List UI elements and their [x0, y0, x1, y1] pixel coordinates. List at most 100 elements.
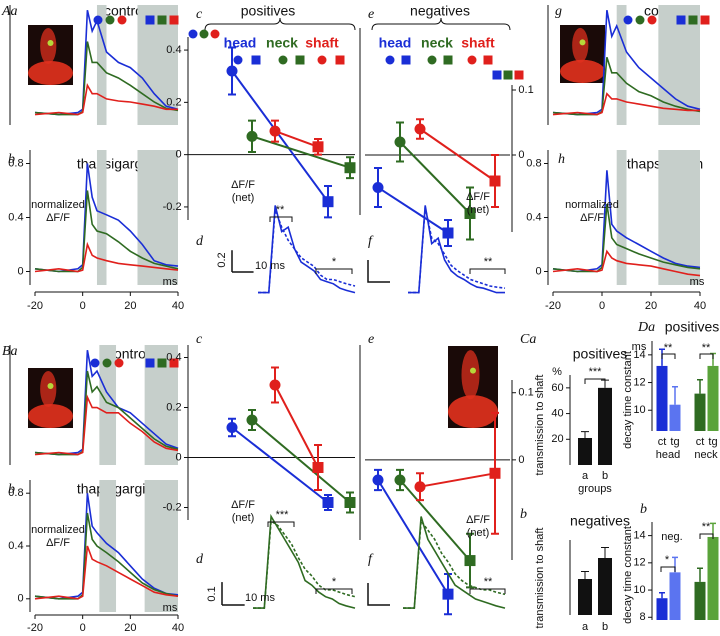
brace: [204, 17, 356, 31]
y-axis-label: (net): [232, 192, 255, 204]
scale-bar-label: 10 ms: [245, 592, 275, 604]
panel-label: h: [558, 152, 565, 167]
annotation: **: [484, 256, 493, 268]
y-tick-label: 12: [633, 557, 645, 569]
point: [489, 467, 501, 479]
point: [226, 422, 238, 433]
legend-marker: [117, 15, 127, 25]
bar: [598, 558, 612, 615]
panel-title: negatives: [570, 513, 630, 529]
point: [312, 462, 324, 473]
annotation: ***: [276, 509, 290, 521]
annotation: **: [702, 521, 711, 533]
analysis-window: [96, 5, 107, 125]
panel-title: positives: [241, 3, 295, 19]
micrograph-spot: [47, 383, 54, 389]
x-tick-label: tg: [708, 436, 717, 448]
y-tick-label: 0.4: [166, 351, 181, 363]
point: [312, 141, 324, 153]
point: [464, 555, 476, 567]
panel-title: control: [104, 3, 146, 19]
y-axis-label: ΔF/F: [46, 537, 70, 549]
trace: [34, 545, 179, 600]
micrograph-spine: [40, 28, 57, 64]
analysis-window: [616, 5, 627, 125]
x-tick-label: 40: [694, 300, 706, 312]
x-tick-label: a: [582, 621, 589, 633]
point: [246, 414, 258, 426]
trace: [253, 519, 356, 609]
y-tick-label: 20: [551, 433, 563, 445]
point: [226, 65, 238, 77]
panel-label: e: [368, 332, 374, 347]
significance-bracket: [315, 268, 353, 274]
legend-marker: [427, 55, 437, 65]
point: [414, 481, 426, 493]
y-tick-label: 0: [17, 593, 23, 605]
legend-marker: [210, 29, 220, 39]
point: [414, 123, 426, 135]
y-tick-label: 0: [518, 454, 524, 466]
y-tick-label: -0.2: [163, 201, 182, 213]
legend-marker: [385, 55, 395, 65]
bar: [694, 393, 706, 431]
significance-bracket: [699, 353, 714, 359]
y-axis-label: normalized: [31, 524, 85, 536]
legend-marker: [188, 29, 198, 39]
x-tick-label: b: [602, 621, 608, 633]
annotation: **: [702, 342, 711, 354]
y-axis-label: ΔF/F: [231, 499, 255, 511]
legend-marker: [233, 55, 243, 65]
panel-label: Ca: [520, 332, 536, 347]
y-tick-label: 0.4: [166, 44, 181, 56]
connector: [251, 419, 351, 504]
scale-bar-label: 0.1: [206, 586, 218, 601]
legend-marker: [102, 358, 112, 368]
x-tick-label: 40: [172, 622, 184, 634]
point: [394, 136, 406, 148]
y-axis-label: (net): [467, 527, 490, 539]
trace: [253, 513, 356, 609]
y-tick-label: -0.2: [163, 501, 182, 513]
analysis-window: [616, 150, 627, 285]
y-axis-label: transmission to shaft: [534, 375, 546, 476]
bar: [578, 438, 592, 465]
significance-bracket: [661, 353, 676, 359]
legend-label: shaft: [305, 35, 339, 51]
bar: [707, 536, 719, 620]
bar: [656, 365, 668, 431]
y-tick-label: 0.4: [8, 211, 23, 223]
y-axis-label: decay time constant: [622, 526, 634, 624]
panel-label: b: [640, 502, 647, 517]
point: [464, 208, 476, 219]
legend-marker: [145, 15, 155, 25]
legend-marker: [467, 55, 477, 65]
trace: [34, 82, 178, 116]
point: [489, 175, 501, 187]
analysis-window: [96, 150, 107, 285]
group-label: head: [656, 449, 680, 461]
legend-marker: [443, 55, 453, 65]
y-tick-label: 0.4: [526, 211, 541, 223]
legend-marker: [199, 29, 209, 39]
significance-bracket: [469, 268, 506, 274]
y-tick-label: 0: [518, 149, 524, 161]
panel-label: Da: [637, 320, 655, 335]
error-bar: [581, 431, 589, 438]
panel-title: positives: [573, 346, 627, 362]
y-tick-label: 0.1: [518, 387, 533, 399]
bar: [694, 581, 706, 620]
annotation: ***: [589, 366, 603, 378]
y-tick-label: 10: [633, 584, 645, 596]
micrograph-spot: [579, 39, 586, 46]
legend-marker: [503, 70, 513, 80]
panel-label: b: [8, 152, 15, 167]
micrograph-spot: [470, 367, 476, 374]
trace: [258, 209, 356, 294]
y-axis-label: ΔF/F: [466, 191, 490, 203]
point: [344, 497, 356, 508]
y-tick-label: 0: [535, 265, 541, 277]
error-bar: [601, 547, 609, 558]
trace: [34, 394, 179, 456]
trace: [34, 493, 179, 600]
